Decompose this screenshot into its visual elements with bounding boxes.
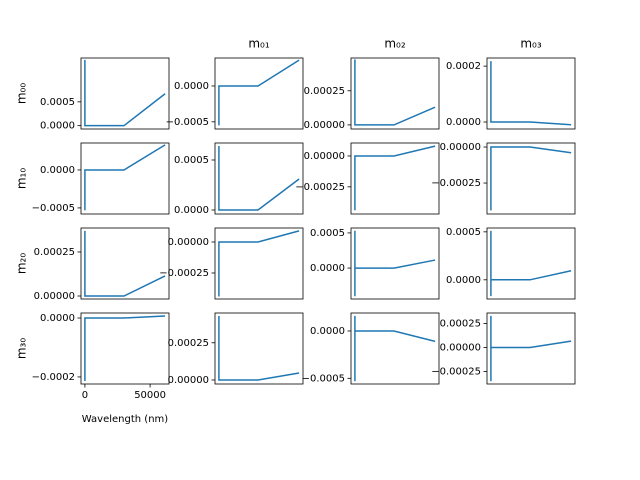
data-line <box>218 146 300 211</box>
y-tick-label: 0.0005 <box>310 228 345 239</box>
y-tick-label: 0.00000 <box>304 151 345 162</box>
axes-frame <box>214 57 304 130</box>
subplot-title: m₀₂ <box>384 37 406 51</box>
data-line <box>490 61 572 126</box>
y-tick-label: 0.00025 <box>440 319 481 330</box>
y-tick-label: 0.00000 <box>168 237 209 248</box>
y-tick-label: 0.0000 <box>446 117 481 128</box>
data-line <box>84 59 166 127</box>
y-tick-label: 0.0005 <box>40 97 75 108</box>
data-line <box>354 145 436 211</box>
data-line <box>218 315 300 381</box>
axes-frame <box>214 227 304 300</box>
axes-frame <box>486 142 576 215</box>
y-axis-label: m₀₀ <box>15 83 29 105</box>
y-tick-label: 0.0000 <box>40 313 75 324</box>
y-tick-label: 0.0000 <box>40 121 75 132</box>
data-line <box>354 59 436 126</box>
data-line <box>354 230 436 297</box>
axes-frame <box>80 142 170 215</box>
y-tick-label: −0.0002 <box>32 372 75 383</box>
axes-frame <box>350 57 440 130</box>
y-tick-label: 0.0005 <box>446 227 481 238</box>
y-tick-label: 0.00025 <box>304 86 345 97</box>
y-tick-label: 0.0000 <box>310 326 345 337</box>
data-line <box>490 315 572 382</box>
y-tick-label: −0.0005 <box>302 373 345 384</box>
y-tick-label: 0.0000 <box>446 275 481 286</box>
axes-frame <box>350 142 440 215</box>
y-tick-label: −0.00025 <box>295 182 345 193</box>
subplot-title: m₀₁ <box>248 37 270 51</box>
y-tick-label: 0.00000 <box>34 291 75 302</box>
y-tick-label: −0.00025 <box>159 268 209 279</box>
axes-frame <box>350 312 440 385</box>
data-line <box>84 315 166 382</box>
y-tick-label: −0.00025 <box>431 178 481 189</box>
y-tick-label: −0.00025 <box>431 367 481 378</box>
data-line <box>354 315 436 382</box>
axes-frame <box>486 57 576 130</box>
axes-frame <box>350 227 440 300</box>
data-line <box>490 230 572 297</box>
axes-frame <box>80 57 170 130</box>
y-tick-label: 0.00025 <box>168 338 209 349</box>
axes-frame <box>80 227 170 300</box>
y-tick-label: 0.00000 <box>440 343 481 354</box>
axes-frame <box>486 312 576 385</box>
y-tick-label: 0.00000 <box>440 142 481 153</box>
axes-frame <box>486 227 576 300</box>
y-axis-label: m₁₀ <box>15 168 29 190</box>
data-line <box>218 230 300 297</box>
x-tick-label: 0 <box>82 390 88 401</box>
x-axis-label: Wavelength (nm) <box>82 414 168 425</box>
data-line <box>218 59 300 126</box>
y-tick-label: 0.0005 <box>174 155 209 166</box>
y-tick-label: 0.00025 <box>34 247 75 258</box>
y-tick-label: 0.00000 <box>168 375 209 386</box>
y-tick-label: 0.00000 <box>304 120 345 131</box>
axes-frame <box>214 142 304 215</box>
axes-frame <box>80 312 170 385</box>
subplot-title: m₀₃ <box>520 37 542 51</box>
y-tick-label: 0.0002 <box>446 61 481 72</box>
y-axis-label: m₃₀ <box>15 338 29 360</box>
y-tick-label: 0.0000 <box>40 165 75 176</box>
data-line <box>490 146 572 211</box>
data-line <box>84 230 166 297</box>
y-tick-label: −0.0005 <box>166 117 209 128</box>
axes-frame <box>214 312 304 385</box>
x-tick-label: 50000 <box>134 390 166 401</box>
y-tick-label: 0.0000 <box>174 81 209 92</box>
y-axis-label: m₂₀ <box>15 253 29 275</box>
y-tick-label: 0.0000 <box>310 263 345 274</box>
y-tick-label: 0.0000 <box>174 205 209 216</box>
data-line <box>84 144 166 211</box>
y-tick-label: −0.0005 <box>32 203 75 214</box>
